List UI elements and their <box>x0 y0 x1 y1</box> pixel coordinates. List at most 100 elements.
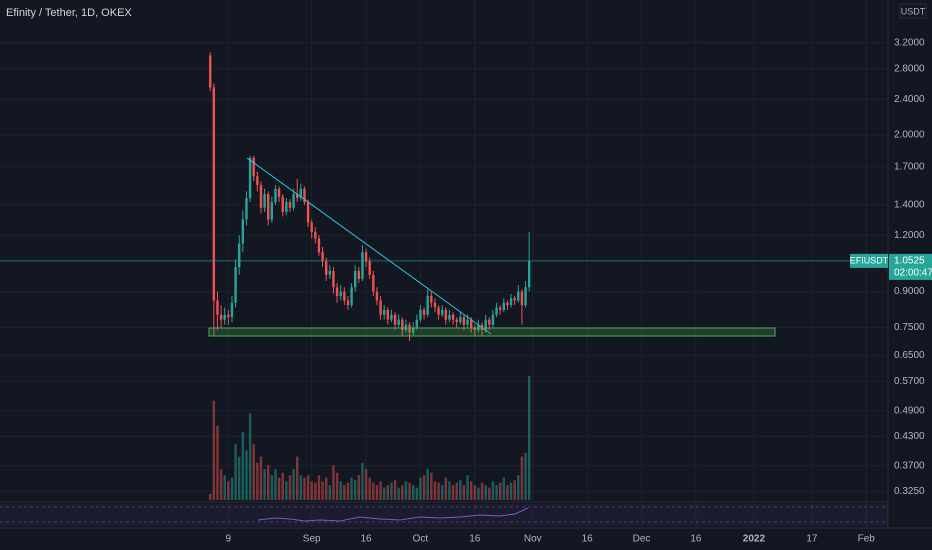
candle-body <box>437 307 440 315</box>
candle-body <box>227 314 230 318</box>
volume-bar <box>368 477 371 500</box>
candle-body <box>469 319 473 328</box>
volume-bar <box>209 493 212 500</box>
x-tick-label: Feb <box>858 534 876 545</box>
candle-body <box>321 252 324 262</box>
x-tick-label: 17 <box>806 534 818 545</box>
candle-body <box>299 188 303 199</box>
candle-body <box>502 302 506 310</box>
candle-body <box>223 314 226 320</box>
volume-bar <box>325 477 328 500</box>
y-tick-label: 0.3700 <box>894 461 925 472</box>
volume-bar <box>343 485 346 500</box>
candle-body <box>328 270 332 275</box>
y-tick-label: 1.7000 <box>894 161 925 172</box>
candle-body <box>455 319 458 323</box>
last-price-label: 1.0525 <box>894 256 925 267</box>
y-tick-label: 0.4300 <box>894 431 925 442</box>
trend-line[interactable] <box>246 157 492 335</box>
candle-body <box>495 307 498 315</box>
candle-body <box>466 319 469 325</box>
candle-body <box>277 188 281 197</box>
candle-body <box>241 219 245 244</box>
candle-body <box>390 314 393 320</box>
currency: USDT <box>901 6 926 16</box>
volume-bar <box>397 487 400 500</box>
candle-body <box>517 291 520 301</box>
grid <box>0 0 888 528</box>
volume-bar <box>426 469 429 500</box>
candle-body <box>393 314 397 325</box>
candle-body <box>219 314 223 320</box>
candle-body <box>459 317 462 323</box>
y-tick-label: 0.6500 <box>894 350 925 361</box>
volume-bar <box>339 481 342 500</box>
volume-bar <box>354 480 357 500</box>
candle-body <box>477 324 480 330</box>
volume-bar <box>513 480 516 500</box>
volume-bar <box>448 481 451 500</box>
y-tick-label: 2.4000 <box>894 94 925 105</box>
candle-body <box>433 302 437 308</box>
candle-body <box>230 302 234 318</box>
countdown: 02:00:47 <box>894 268 932 279</box>
volume-bar <box>495 485 498 500</box>
candle-body <box>245 198 248 220</box>
y-tick-label: 0.5700 <box>894 376 925 387</box>
candle-body <box>209 55 212 88</box>
volume-bar <box>314 482 317 500</box>
x-tick-label: Oct <box>413 534 429 545</box>
volume-bar <box>252 444 255 500</box>
x-tick-label: 16 <box>361 534 373 545</box>
candle-body <box>473 327 477 330</box>
indicator-band <box>0 504 888 526</box>
candle-body <box>520 291 524 306</box>
volume-bar <box>361 462 364 500</box>
volume-bar <box>430 472 433 500</box>
candle-body <box>451 314 455 320</box>
volume-bar <box>285 481 288 500</box>
volume-bar <box>459 480 462 500</box>
chart-title: Efinity / Tether, 1D, OKEX <box>6 7 132 19</box>
candle-body <box>238 243 241 268</box>
y-tick-label: 0.9000 <box>894 286 925 297</box>
volume-bar <box>216 425 219 500</box>
x-tick-label: 2022 <box>743 534 766 545</box>
y-tick-label: 0.7500 <box>894 322 925 333</box>
candle-body <box>216 300 219 315</box>
currency-box[interactable] <box>899 3 927 19</box>
volume-bar <box>411 485 415 500</box>
candle-body <box>426 295 429 315</box>
candle-body <box>498 307 502 310</box>
support-zone[interactable] <box>208 327 776 337</box>
candle-body <box>491 314 495 325</box>
volume-bar <box>480 482 484 500</box>
candle-body <box>444 309 448 320</box>
volume-bar <box>386 485 390 500</box>
volume-bar <box>296 456 299 500</box>
candle-body <box>375 291 379 301</box>
candle-body <box>509 298 513 306</box>
y-tick-label: 1.2000 <box>894 230 925 241</box>
candle-body <box>292 194 295 208</box>
volume-bar <box>350 477 353 500</box>
candle-body <box>310 222 313 232</box>
candle-body <box>361 252 364 279</box>
x-tick-label: 16 <box>690 534 702 545</box>
volume-bar <box>451 485 455 500</box>
candle-body <box>401 319 404 330</box>
volume-bar <box>419 477 422 500</box>
volume-bar <box>346 482 350 500</box>
candle-body <box>488 319 491 325</box>
candle-body <box>234 267 237 303</box>
volume-bar <box>469 481 473 500</box>
volume-bar <box>227 481 230 500</box>
x-tick-label: Sep <box>303 534 321 545</box>
candle-body <box>513 298 516 301</box>
candle-body <box>274 188 277 203</box>
candle-body <box>397 319 400 325</box>
candle-body <box>415 319 419 328</box>
candle-body <box>256 176 259 185</box>
